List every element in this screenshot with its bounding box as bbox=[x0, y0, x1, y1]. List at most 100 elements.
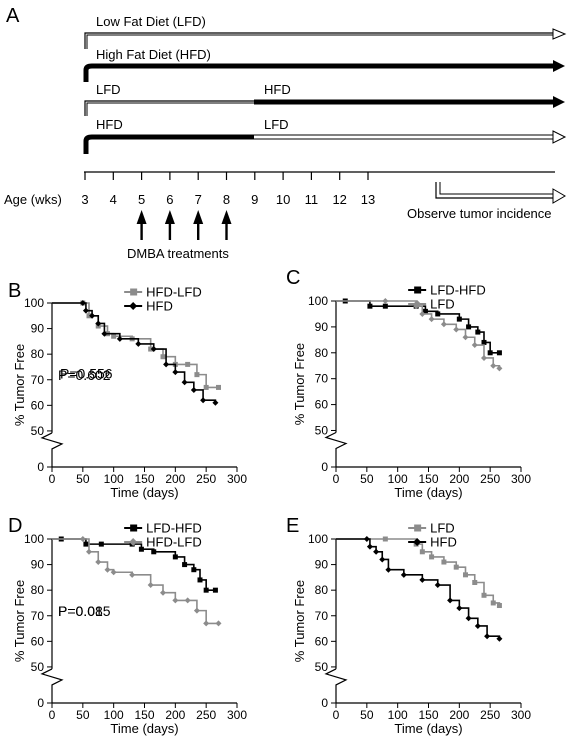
y-tick-label: 0 bbox=[37, 696, 44, 710]
censor-marker bbox=[101, 330, 108, 337]
y-tick-label: 60 bbox=[31, 634, 45, 648]
x-axis-label: Time (days) bbox=[394, 721, 462, 736]
censor-marker bbox=[191, 567, 197, 573]
survival-curve bbox=[336, 538, 501, 606]
legend-entry: LFD-HFD bbox=[408, 283, 486, 298]
censor-marker bbox=[382, 536, 388, 542]
y-tick-label: 100 bbox=[308, 532, 328, 546]
legend-marker bbox=[130, 524, 138, 532]
censor-marker bbox=[429, 554, 435, 560]
survival-curve bbox=[52, 302, 217, 403]
age-tick-label: 7 bbox=[195, 192, 202, 207]
dmba-treatments-label: DMBA treatments bbox=[127, 246, 229, 261]
dmba-arrowhead bbox=[136, 210, 147, 224]
x-tick-label: 300 bbox=[227, 708, 247, 722]
age-axis-label: Age (wks) bbox=[4, 192, 62, 207]
censor-marker bbox=[86, 313, 92, 319]
censor-marker bbox=[190, 386, 197, 393]
series-lfd-hfd bbox=[336, 298, 502, 356]
age-tick-label: 5 bbox=[138, 192, 145, 207]
y-tick-label: 100 bbox=[308, 294, 328, 308]
legend-label: HFD bbox=[146, 299, 173, 314]
censor-marker bbox=[447, 597, 454, 604]
observe-arrow-outer bbox=[435, 182, 553, 199]
x-tick-label: 150 bbox=[134, 472, 154, 486]
y-axis-label: % Tumor Free bbox=[12, 344, 27, 426]
panel-a-timeline: A Low Fat Diet (LFD) High Fat Diet (HFD)… bbox=[4, 5, 567, 261]
y-axis-label: % Tumor Free bbox=[292, 580, 307, 662]
censor-marker bbox=[216, 384, 221, 390]
series-hfd bbox=[52, 300, 219, 406]
censor-marker bbox=[379, 556, 386, 563]
censor-marker bbox=[481, 592, 487, 598]
censor-marker bbox=[400, 571, 407, 578]
censor-marker bbox=[422, 308, 428, 314]
legend-marker bbox=[130, 288, 138, 296]
censor-marker bbox=[203, 384, 209, 390]
x-tick-label: 250 bbox=[480, 708, 500, 722]
survival-curve bbox=[336, 300, 501, 369]
y-axis-label: % Tumor Free bbox=[292, 343, 307, 425]
x-tick-label: 0 bbox=[333, 472, 340, 486]
panel-letter: B bbox=[8, 280, 21, 302]
censor-marker bbox=[435, 311, 441, 317]
censor-marker bbox=[160, 354, 166, 360]
y-axis-label: % Tumor Free bbox=[12, 580, 27, 662]
x-tick-label: 250 bbox=[196, 708, 216, 722]
y-tick-label: 100 bbox=[24, 532, 44, 546]
censor-marker bbox=[150, 346, 157, 353]
age-tick-label: 10 bbox=[276, 192, 290, 207]
legend-entry: LFD bbox=[408, 521, 455, 536]
censor-marker bbox=[419, 310, 426, 317]
censor-marker bbox=[373, 548, 380, 555]
legend-label: HFD-LFD bbox=[146, 285, 202, 300]
legend-label: LFD-HFD bbox=[146, 521, 202, 536]
legend-entry: LFD bbox=[408, 297, 455, 312]
x-tick-label: 150 bbox=[134, 708, 154, 722]
legend-entry: HFD bbox=[408, 535, 457, 550]
p-value-annotation: P=0.602 bbox=[58, 367, 111, 383]
age-tick-label: 6 bbox=[166, 192, 173, 207]
legend-entry: HFD-LFD bbox=[124, 535, 202, 550]
censor-marker bbox=[98, 541, 104, 547]
legend-entry: HFD-LFD bbox=[124, 285, 202, 300]
censor-marker bbox=[129, 571, 136, 578]
censor-marker bbox=[466, 324, 472, 330]
survival-curve bbox=[52, 538, 219, 625]
censor-marker bbox=[456, 605, 463, 612]
censor-marker bbox=[104, 566, 111, 573]
legend-label: LFD-HFD bbox=[430, 283, 486, 298]
series-lfd bbox=[336, 298, 503, 372]
y-tick-label: 50 bbox=[31, 660, 45, 674]
censor-marker bbox=[79, 536, 86, 542]
censor-marker bbox=[89, 312, 96, 319]
censor-marker bbox=[172, 369, 179, 376]
censor-marker bbox=[490, 600, 496, 606]
censor-marker bbox=[184, 597, 191, 604]
x-tick-label: 0 bbox=[49, 708, 56, 722]
censor-marker bbox=[194, 372, 200, 378]
x-tick-label: 150 bbox=[418, 472, 438, 486]
legend-marker bbox=[129, 302, 138, 310]
x-tick-label: 100 bbox=[104, 708, 124, 722]
dmba-arrows bbox=[136, 210, 232, 240]
legend-marker bbox=[129, 538, 138, 546]
censor-marker bbox=[490, 362, 497, 369]
y-tick-label: 0 bbox=[37, 460, 44, 474]
legend-marker bbox=[413, 300, 422, 308]
censor-marker bbox=[419, 576, 426, 583]
censor-marker bbox=[147, 582, 154, 589]
panel-a-letter: A bbox=[6, 5, 20, 27]
y-tick-label: 50 bbox=[31, 424, 45, 438]
diet-row-4-lfd-segment bbox=[254, 134, 553, 140]
p-value-annotation: P=0.08 bbox=[58, 603, 103, 619]
censor-marker bbox=[481, 354, 487, 361]
survival-curve bbox=[336, 300, 500, 354]
p-value-annotation: P=0.556 bbox=[60, 366, 113, 382]
y-tick-label: 60 bbox=[31, 398, 45, 412]
y-tick-label: 70 bbox=[31, 609, 45, 623]
series-hfd-lfd bbox=[52, 536, 222, 627]
diet-row-1-label: Low Fat Diet (LFD) bbox=[96, 14, 206, 29]
y-tick-label: 80 bbox=[31, 347, 45, 361]
panel-letter: E bbox=[286, 515, 299, 537]
